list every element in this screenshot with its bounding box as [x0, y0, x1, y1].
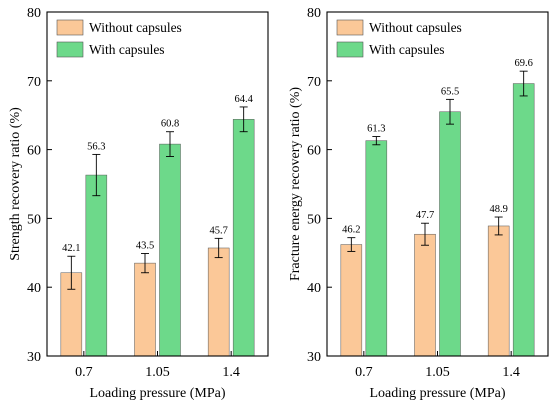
data-label: 60.8 — [161, 119, 179, 130]
data-label: 42.1 — [62, 243, 80, 254]
chart-panel-2: 46.2 47.7 48.9 61.3 65.5 69.6 30 40 50 60 70 80 0.7 1… — [288, 6, 549, 401]
data-label: 45.7 — [209, 225, 227, 236]
legend-label: With capsules — [369, 42, 445, 57]
legend-swatch — [336, 19, 364, 36]
bar — [85, 174, 108, 357]
y-tick-label: 40 — [27, 281, 41, 296]
legend-swatch — [56, 19, 84, 36]
data-label: 56.3 — [87, 141, 105, 152]
y-tick-label: 60 — [307, 144, 321, 159]
data-label: 69.6 — [514, 58, 532, 69]
bar — [414, 233, 436, 357]
y-tick-label: 80 — [307, 6, 321, 21]
y-tick-label: 80 — [27, 6, 41, 21]
bar — [439, 111, 461, 357]
data-label: 64.4 — [234, 94, 253, 105]
legend-label: Without capsules — [369, 20, 462, 35]
legend-label: Without capsules — [89, 20, 182, 35]
y-axis-title: Strength recovery ratio (%) — [8, 107, 23, 261]
x-tick-label: 1.05 — [145, 365, 170, 380]
legend: Without capsules With capsules — [56, 19, 182, 58]
bar — [232, 119, 255, 357]
data-label: 61.3 — [367, 124, 385, 135]
x-axis-title: Loading pressure (MPa) — [89, 386, 225, 401]
data-label: 65.5 — [441, 86, 459, 97]
y-tick-label: 50 — [27, 212, 41, 227]
data-label: 47.7 — [416, 210, 434, 221]
y-tick-label: 70 — [27, 75, 41, 90]
legend: Without capsules With capsules — [336, 19, 462, 58]
legend-swatch — [56, 41, 84, 58]
x-axis-title: Loading pressure (MPa) — [369, 386, 505, 401]
bar — [207, 247, 230, 357]
y-tick-label: 30 — [307, 350, 321, 365]
x-tick-label: 1.05 — [425, 365, 450, 380]
y-axis-title: Fracture energy recovery ratio (%) — [288, 87, 303, 281]
y-tick-label: 70 — [307, 75, 321, 90]
y-tick-label: 30 — [27, 350, 41, 365]
bar — [487, 225, 510, 357]
x-tick-label: 0.7 — [355, 365, 373, 380]
bar — [365, 140, 388, 357]
data-label: 46.2 — [342, 225, 360, 236]
y-tick-label: 60 — [27, 144, 41, 159]
bar — [159, 143, 181, 357]
x-tick-label: 1.4 — [222, 365, 240, 380]
x-tick-label: 0.7 — [75, 365, 93, 380]
x-tick-label: 1.4 — [502, 365, 520, 380]
bar — [340, 244, 363, 357]
data-label: 43.5 — [136, 240, 154, 251]
legend-swatch — [336, 41, 364, 58]
data-label: 48.9 — [489, 204, 507, 215]
bar — [134, 262, 156, 357]
bar — [512, 83, 535, 357]
legend-label: With capsules — [89, 42, 165, 57]
chart-panel-1: 42.1 43.5 45.7 56.3 60.8 64.4 30 40 50 60 70 80 0.7 1… — [8, 6, 269, 401]
y-tick-label: 50 — [307, 212, 321, 227]
y-tick-label: 40 — [307, 281, 321, 296]
